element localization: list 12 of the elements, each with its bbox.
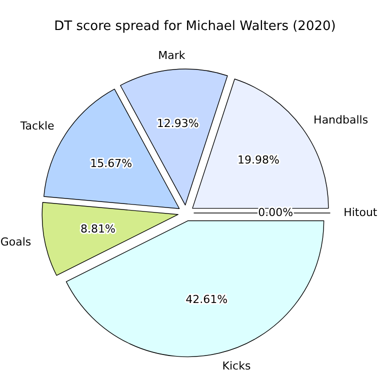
slice-label: Tackle (19, 119, 55, 132)
slice-label: Mark (158, 49, 186, 62)
category-label: Hitout (344, 206, 378, 220)
chart-title: DT score spread for Michael Walters (2020) (54, 19, 336, 34)
slice-label: Goals (0, 235, 32, 248)
data-label: 12.93% (156, 116, 199, 130)
slice-label: Handballs (314, 113, 368, 126)
data-label: 42.61% (186, 293, 228, 306)
slice-label: Kicks (222, 359, 251, 372)
data-label: 8.81% (80, 222, 116, 236)
data-label: 15.67% (90, 156, 132, 170)
data-label: 19.98% (238, 153, 280, 166)
